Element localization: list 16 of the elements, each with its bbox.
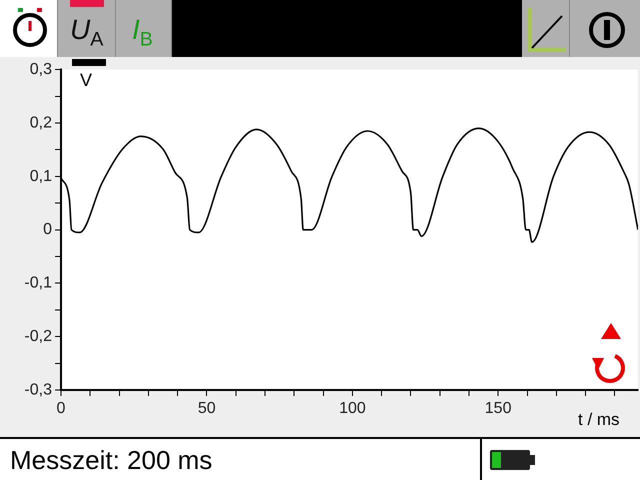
text: I$_{B}$ [132,14,153,52]
y-tick-label: 0,3 [30,61,52,78]
y-tick-label: 0,1 [30,168,52,185]
y-tick-label: -0,2 [24,328,52,346]
x-tick-label: 150 [484,400,512,418]
y-tick-label: -0,3 [24,381,52,398]
y-tick-label: -0,1 [24,274,52,292]
y-tick-label: 0,2 [30,114,52,132]
x-tick-label: 100 [339,400,366,418]
y-axis-title: V [80,70,92,91]
x-tick-label: 0 [56,400,66,418]
x-axis-title: t / ms [578,410,620,430]
x-tick-label: 50 [198,400,216,418]
y-tick-label: 0 [43,221,52,238]
text: Messzeit: 200 ms [10,445,212,476]
text: U$_{A}$ [70,14,104,52]
